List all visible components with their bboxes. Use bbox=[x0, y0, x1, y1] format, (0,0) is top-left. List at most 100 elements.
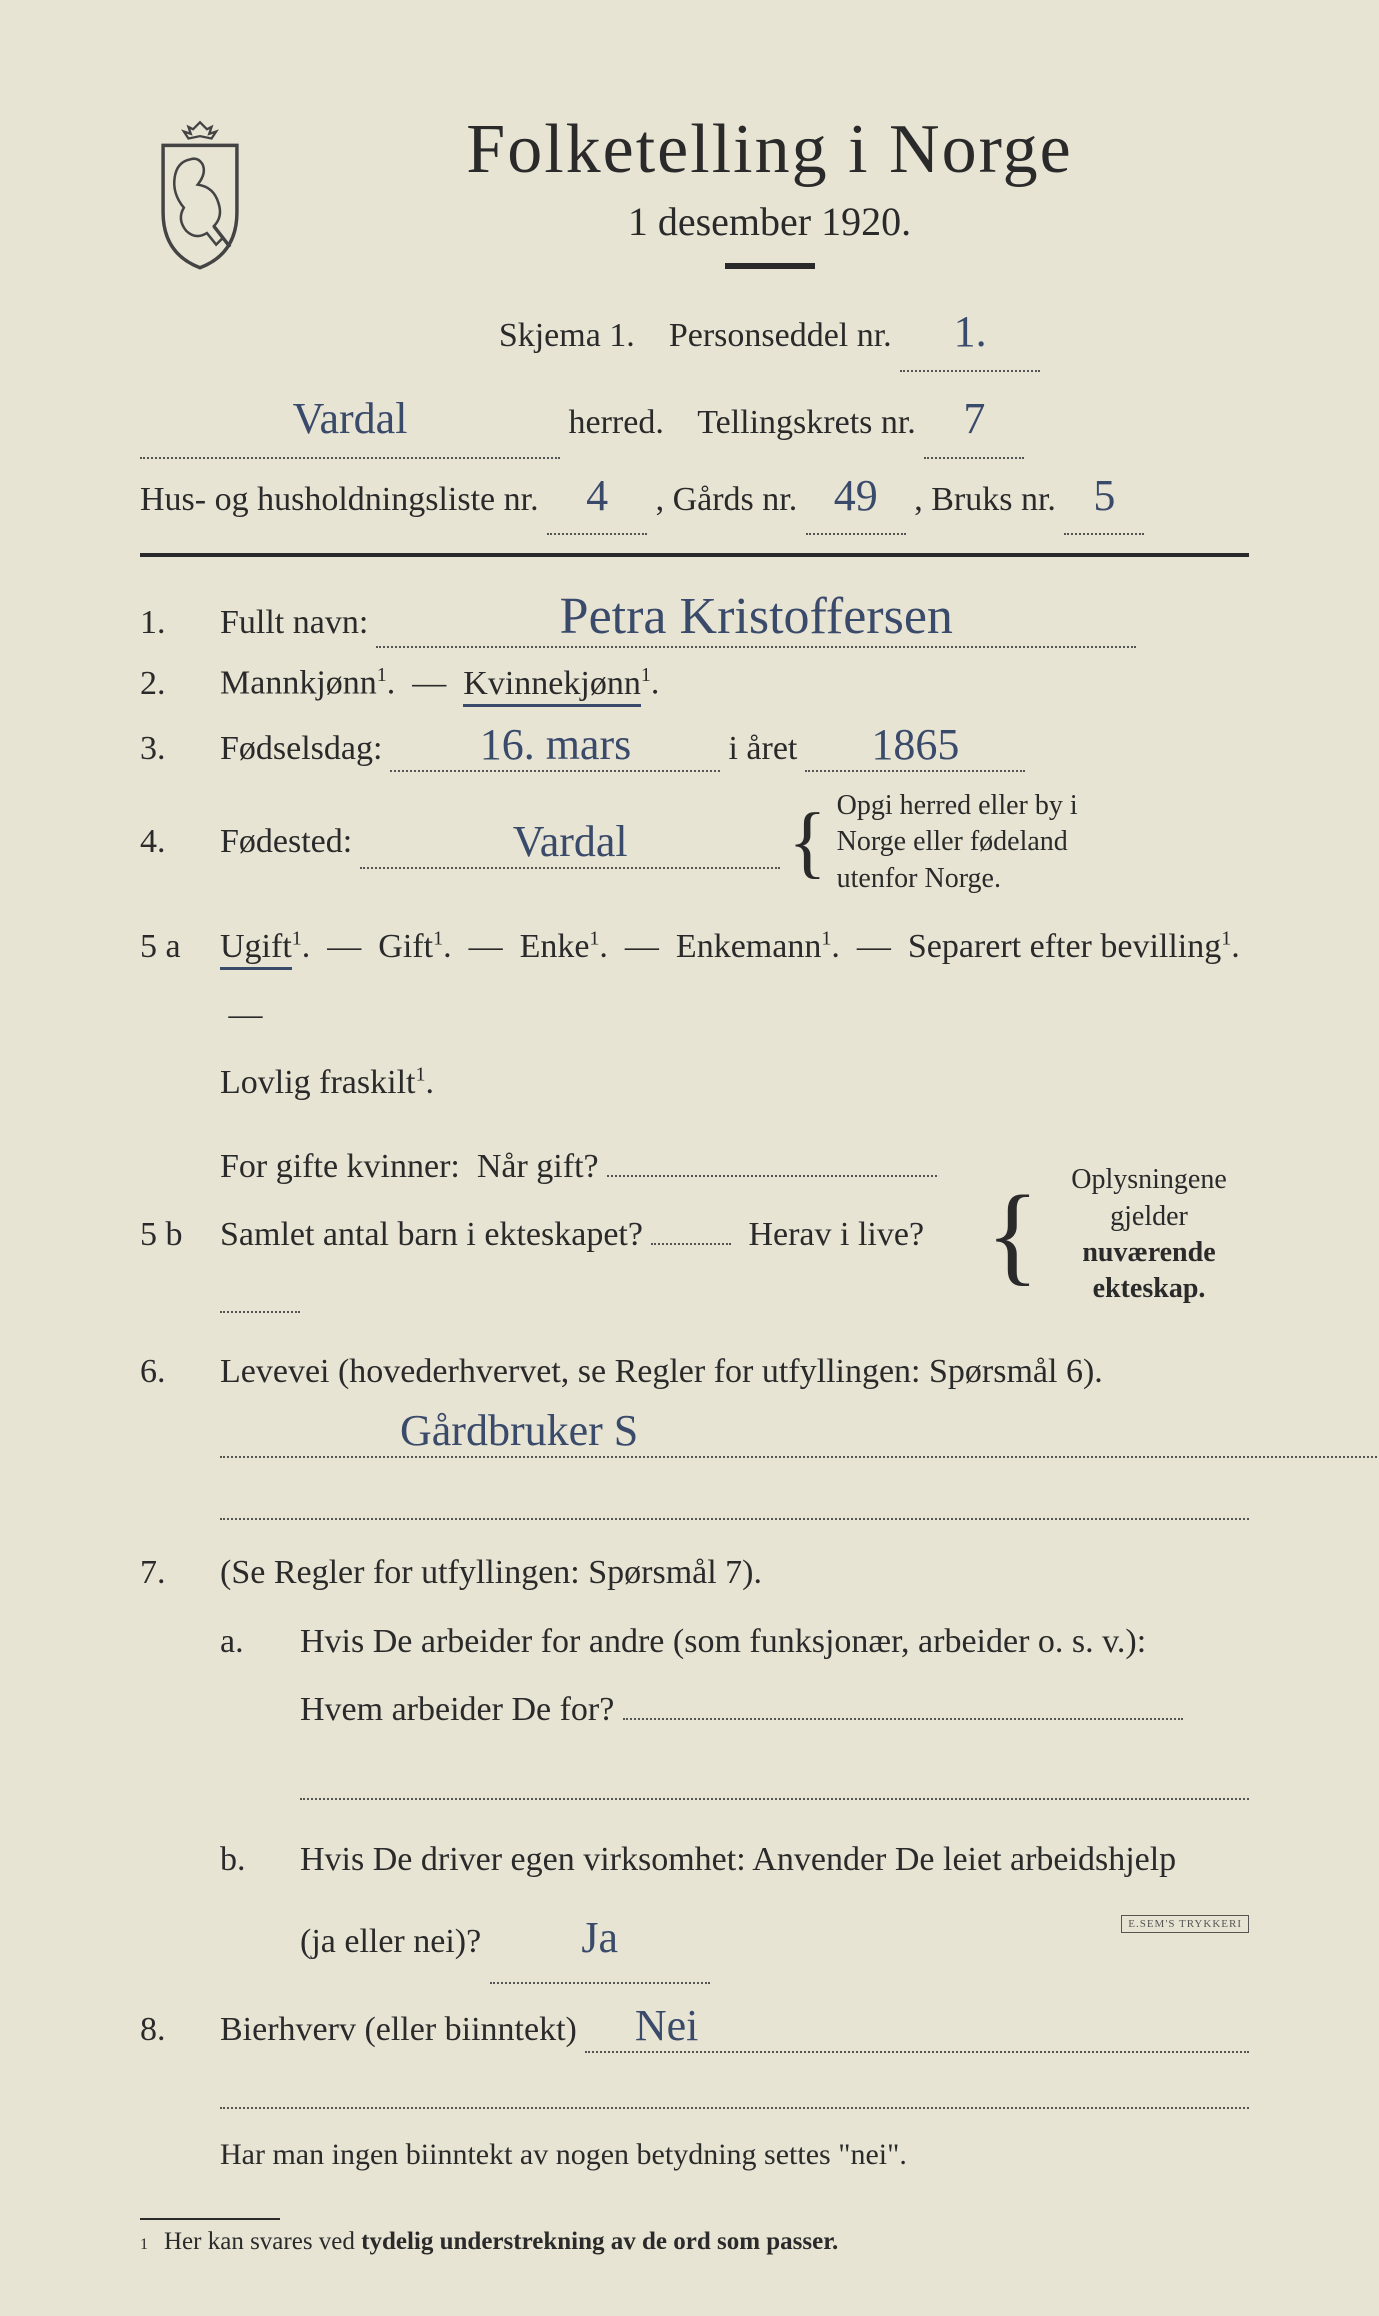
tellingskrets-nr: 7 bbox=[924, 382, 1024, 459]
schema-label: Skjema 1. bbox=[499, 317, 635, 354]
q5a-ugift: Ugift bbox=[220, 928, 292, 970]
q5b-herav: Herav i live? bbox=[748, 1216, 924, 1253]
husliste-line: Hus- og husholdningsliste nr. 4 , Gårds … bbox=[140, 459, 1249, 536]
footnote-rule bbox=[140, 2218, 280, 2220]
q5b-num: 5 b bbox=[140, 1216, 194, 1254]
q6-line2 bbox=[220, 1488, 1249, 1520]
q8-line2 bbox=[220, 2077, 1249, 2109]
q4-body: Fødested: Vardal { Opgi herred eller by … bbox=[220, 788, 1249, 897]
q5b-label: For gifte kvinner: bbox=[220, 1148, 460, 1185]
q4-num: 4. bbox=[140, 823, 194, 861]
q1-body: Fullt navn: Petra Kristoffersen bbox=[220, 587, 1249, 648]
q3-body: Fødselsdag: 16. mars i året 1865 bbox=[220, 719, 1249, 772]
q7b-text1: Hvis De driver egen virksomhet: Anvender… bbox=[300, 1841, 1176, 1878]
divider-top bbox=[140, 553, 1249, 557]
q3-mid: i året bbox=[728, 730, 797, 768]
q4-value: Vardal bbox=[360, 816, 780, 869]
q5b-row: 5 b For gifte kvinner: Når gift? Samlet … bbox=[140, 1133, 1249, 1337]
q2-kvinne: Kvinnekjønn bbox=[463, 665, 641, 707]
q5b-barn: Samlet antal barn i ekteskapet? bbox=[220, 1216, 643, 1253]
q7b-body: Hvis De driver egen virksomhet: Anvender… bbox=[300, 1826, 1249, 1984]
q3-year: 1865 bbox=[805, 719, 1025, 772]
q5a-gift: Gift bbox=[378, 928, 433, 965]
q2-row: 2. Mannkjønn1. — Kvinnekjønn1. bbox=[140, 664, 1249, 702]
q2-num: 2. bbox=[140, 665, 194, 703]
q7a-body: Hvis De arbeider for andre (som funksjon… bbox=[300, 1608, 1249, 1810]
gards-label: , Gårds nr. bbox=[656, 481, 798, 518]
q2-mann: Mannkjønn bbox=[220, 665, 377, 702]
q8-body: Bierhverv (eller biinntekt) Nei bbox=[220, 2000, 1249, 2053]
brace-icon: { bbox=[788, 806, 826, 878]
q8-value: Nei bbox=[585, 2000, 1249, 2053]
census-form-page: Folketelling i Norge 1 desember 1920. Sk… bbox=[0, 0, 1379, 2316]
q4-label: Fødested: bbox=[220, 823, 352, 861]
q3-row: 3. Fødselsdag: 16. mars i året 1865 bbox=[140, 719, 1249, 772]
bruks-nr: 5 bbox=[1064, 459, 1144, 536]
q8-label: Bierhverv (eller biinntekt) bbox=[220, 2011, 577, 2049]
q6-line1: Gårdbruker S bbox=[220, 1405, 1379, 1458]
q7a-line2 bbox=[300, 1768, 1249, 1800]
herred-line: Vardal herred. Tellingskrets nr. 7 bbox=[140, 382, 1249, 459]
footnote-text: Her kan svares ved tydelig understreknin… bbox=[164, 2228, 838, 2256]
q6-label: Levevei (hovederhvervet, se Regler for u… bbox=[220, 1353, 1103, 1390]
q7-num: 7. bbox=[140, 1554, 194, 1592]
q1-row: 1. Fullt navn: Petra Kristoffersen bbox=[140, 587, 1249, 648]
q3-num: 3. bbox=[140, 730, 194, 768]
q7b-num: b. bbox=[220, 1841, 274, 1879]
q6-row: 6. Levevei (hovederhvervet, se Regler fo… bbox=[140, 1353, 1249, 1530]
q4-note: { Opgi herred eller by i Norge eller fød… bbox=[788, 788, 1116, 897]
q5a-separert: Separert efter bevilling bbox=[908, 928, 1221, 965]
q6-body: Levevei (hovederhvervet, se Regler for u… bbox=[220, 1353, 1249, 1530]
q4-note-text: Opgi herred eller by i Norge eller fødel… bbox=[837, 788, 1117, 897]
subtitle: 1 desember 1920. bbox=[290, 198, 1249, 245]
footnote: 1 Her kan svares ved tydelig understrekn… bbox=[140, 2228, 1249, 2256]
header-row: Folketelling i Norge 1 desember 1920. Sk… bbox=[140, 110, 1249, 372]
q5a-num: 5 a bbox=[140, 928, 194, 966]
q5a-enkemann: Enkemann bbox=[676, 928, 821, 965]
q7b-value: Ja bbox=[490, 1894, 710, 1984]
printer-mark: E.SEM'S TRYKKERI bbox=[1121, 1915, 1249, 1933]
schema-line: Skjema 1. Personseddel nr. 1. bbox=[290, 295, 1249, 372]
q2-body: Mannkjønn1. — Kvinnekjønn1. bbox=[220, 664, 1249, 702]
herred-value: Vardal bbox=[140, 382, 560, 459]
bruks-label: , Bruks nr. bbox=[914, 481, 1056, 518]
q8-num: 8. bbox=[140, 2011, 194, 2049]
footer-hint: Har man ingen biinntekt av nogen betydni… bbox=[220, 2129, 1249, 2180]
q5b-nar-field bbox=[607, 1135, 937, 1177]
q7-label: (Se Regler for utfyllingen: Spørsmål 7). bbox=[220, 1554, 762, 1591]
q5b-nar: Når gift? bbox=[477, 1148, 599, 1185]
q5a-row: 5 a Ugift1. — Gift1. — Enke1. — Enkemann… bbox=[140, 913, 1249, 1117]
q8-extra: Har man ingen biinntekt av nogen betydni… bbox=[140, 2077, 1249, 2180]
q3-day: 16. mars bbox=[390, 719, 720, 772]
q7a-field bbox=[623, 1678, 1183, 1720]
q5a-enke: Enke bbox=[520, 928, 590, 965]
title-block: Folketelling i Norge 1 desember 1920. Sk… bbox=[290, 110, 1249, 372]
herred-label: herred. bbox=[569, 404, 664, 441]
q7b-row: b. Hvis De driver egen virksomhet: Anven… bbox=[140, 1826, 1249, 1984]
q7b-text2: (ja eller nei)? bbox=[300, 1923, 481, 1960]
q7-body: (Se Regler for utfyllingen: Spørsmål 7). bbox=[220, 1554, 1249, 1592]
q5b-herav-field bbox=[220, 1271, 300, 1313]
q5a-fraskilt: Lovlig fraskilt bbox=[220, 1064, 415, 1101]
q5b-note-text: Oplysningene gjelder nuværende ekteskap. bbox=[1049, 1162, 1249, 1308]
gards-nr: 49 bbox=[806, 459, 906, 536]
brace-icon-2: { bbox=[986, 1185, 1039, 1284]
q1-num: 1. bbox=[140, 604, 194, 642]
husliste-nr: 4 bbox=[547, 459, 647, 536]
q1-label: Fullt navn: bbox=[220, 604, 368, 642]
personseddel-nr: 1. bbox=[900, 295, 1040, 372]
q7a-text2: Hvem arbeider De for? bbox=[300, 1691, 614, 1728]
tellingskrets-label: Tellingskrets nr. bbox=[697, 404, 916, 441]
footnote-num: 1 bbox=[140, 2236, 148, 2254]
q6-num: 6. bbox=[140, 1353, 194, 1391]
q1-value: Petra Kristoffersen bbox=[376, 587, 1136, 648]
q7a-text1: Hvis De arbeider for andre (som funksjon… bbox=[300, 1623, 1146, 1660]
q5a-body: Ugift1. — Gift1. — Enke1. — Enkemann1. —… bbox=[220, 913, 1249, 1117]
q7a-num: a. bbox=[220, 1623, 274, 1661]
q5b-barn-field bbox=[651, 1203, 731, 1245]
main-title: Folketelling i Norge bbox=[290, 110, 1249, 190]
title-rule bbox=[725, 263, 815, 269]
q5b-note: { Oplysningene gjelder nuværende ekteska… bbox=[986, 1162, 1249, 1308]
personseddel-label: Personseddel nr. bbox=[669, 317, 892, 354]
q4-row: 4. Fødested: Vardal { Opgi herred eller … bbox=[140, 788, 1249, 897]
